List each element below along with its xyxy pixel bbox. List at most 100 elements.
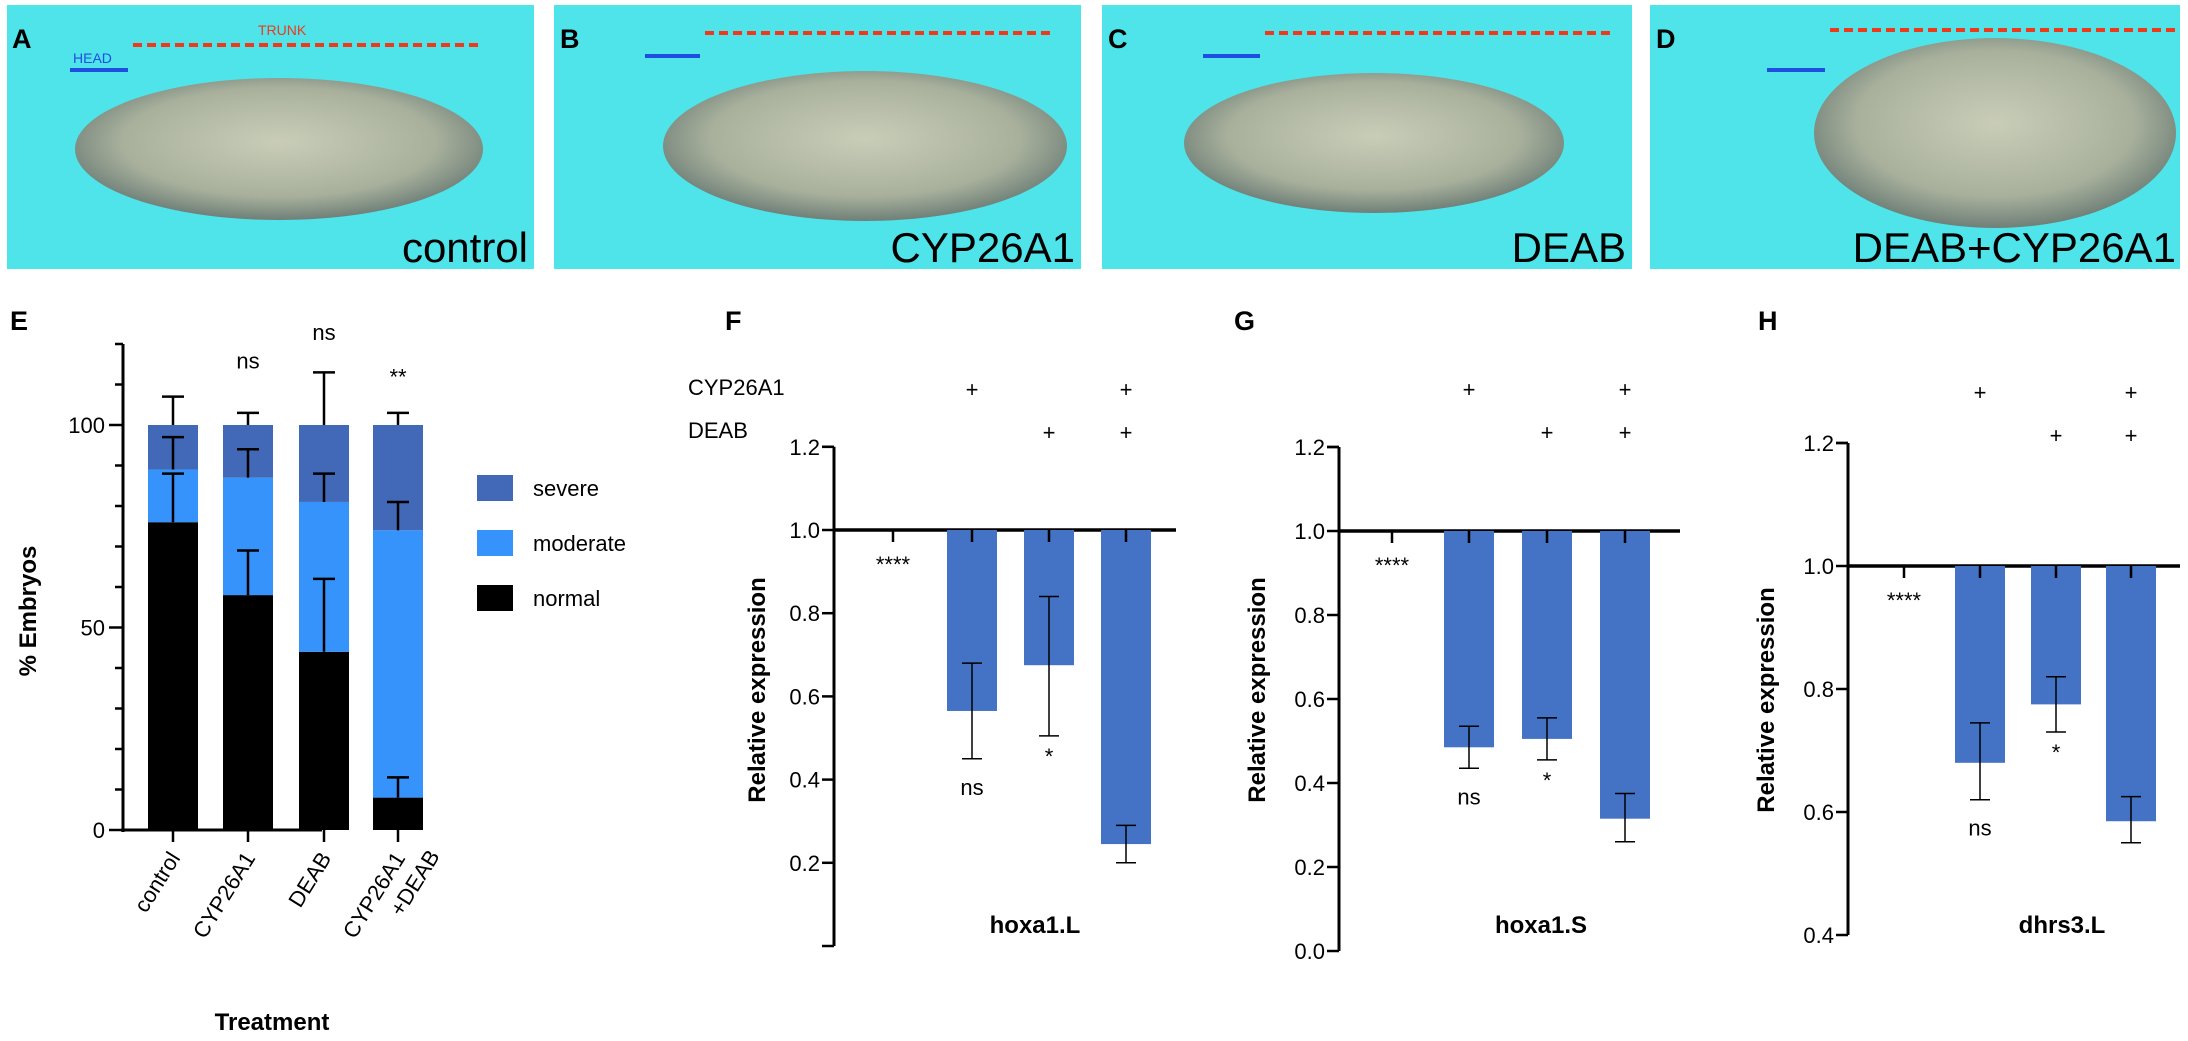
significance-label: **** <box>876 552 911 577</box>
deab-plus: + <box>2050 423 2063 448</box>
significance-label: * <box>1045 744 1054 769</box>
y-tick-label: 0.4 <box>789 768 820 793</box>
panel-letter: B <box>560 24 580 54</box>
panel-letter-f: F <box>725 306 742 336</box>
deab-plus: + <box>1619 420 1632 445</box>
photo-panel-d: D DEAB+CYP26A1 <box>1650 5 2180 271</box>
gene-label: hoxa1.S <box>1495 912 1587 939</box>
bar <box>1522 531 1572 739</box>
significance-label: ns <box>1968 816 1991 841</box>
chart-g: 0.0 0.2 0.4 0.6 0.8 1.0 1.2 **** ns + * + + + hoxa1.S R… <box>1244 377 1680 964</box>
legend-label-moderate: moderate <box>533 531 626 556</box>
gene-label: dhrs3.L <box>2019 912 2106 939</box>
x-tick-label-line: CYP26A1 <box>188 847 260 942</box>
y-tick-label: 0.6 <box>789 684 820 709</box>
panel-letter: A <box>12 24 32 54</box>
y-tick-label: 0 <box>93 818 105 843</box>
x-tick-label: CYP26A1+DEAB <box>338 830 445 957</box>
cyp26a1-plus: + <box>1974 380 1987 405</box>
y-tick-label: 1.0 <box>789 518 820 543</box>
embryo-image <box>1814 38 2176 228</box>
condition-label: DEAB <box>1512 224 1626 271</box>
legend-swatch-normal <box>477 585 513 611</box>
significance-label: ns <box>1457 784 1480 809</box>
panel-letter-e: E <box>10 306 28 336</box>
significance-label: ns <box>236 348 259 373</box>
y-tick-label: 100 <box>68 413 105 438</box>
y-axis-title: Relative expression <box>744 577 771 802</box>
row-label-deab: DEAB <box>688 418 748 443</box>
significance-label: ** <box>389 365 407 390</box>
cyp26a1-plus: + <box>1120 377 1133 402</box>
x-axis-title: Treatment <box>215 1009 330 1036</box>
x-tick-label-line: DEAB <box>283 847 336 911</box>
photo-panel-b: B CYP26A1 <box>554 5 1081 271</box>
y-tick-label: 0.2 <box>789 851 820 876</box>
x-tick-label: control <box>129 847 185 916</box>
panel-letter-g: G <box>1234 306 1255 336</box>
chart-f: 0.2 0.4 0.6 0.8 1.0 1.2 **** ns + * + + + hoxa1.L Rela… <box>688 375 1176 948</box>
significance-label: ns <box>960 775 983 800</box>
chart-h: 0.4 0.6 0.8 1.0 1.2 **** ns + * + + + dhrs3.L Relativ… <box>1753 380 2180 948</box>
cyp26a1-plus: + <box>1463 377 1476 402</box>
condition-label: control <box>402 224 528 271</box>
y-tick-label: 0.6 <box>1803 800 1834 825</box>
cyp26a1-plus: + <box>966 377 979 402</box>
panel-letter-h: H <box>1758 306 1778 336</box>
chart-e: 0 50 100 control ns CYP26A1 ns DEAB ** CYP26A1+DE… <box>15 320 626 1036</box>
legend-label-severe: severe <box>533 476 599 501</box>
y-tick-label: 0.8 <box>789 601 820 626</box>
bar <box>1600 531 1650 819</box>
deab-plus: + <box>1043 420 1056 445</box>
x-tick-label: CYP26A1 <box>188 847 260 942</box>
y-tick-label: 1.2 <box>1294 435 1325 460</box>
significance-label: ns <box>312 320 335 345</box>
y-tick-label: 1.0 <box>1294 519 1325 544</box>
bar-segment-normal <box>148 522 198 830</box>
bar-segment-moderate <box>373 530 423 798</box>
y-axis-title: % Embryos <box>15 546 42 677</box>
y-tick-label: 0.8 <box>1294 603 1325 628</box>
deab-plus: + <box>2125 423 2138 448</box>
embryo-image <box>75 78 483 220</box>
y-tick-label: 0.0 <box>1294 939 1325 964</box>
legend-swatch-moderate <box>477 530 513 556</box>
y-tick-label: 0.4 <box>1294 771 1325 796</box>
y-tick-label: 0.2 <box>1294 855 1325 880</box>
y-tick-label: 1.0 <box>1803 554 1834 579</box>
y-tick-label: 0.6 <box>1294 687 1325 712</box>
panel-letter: C <box>1108 24 1128 54</box>
head-label: HEAD <box>73 50 112 66</box>
significance-label: * <box>1543 768 1552 793</box>
deab-plus: + <box>1541 420 1554 445</box>
embryo-image <box>1184 73 1564 213</box>
condition-label: DEAB+CYP26A1 <box>1853 224 2176 271</box>
condition-label: CYP26A1 <box>891 224 1075 271</box>
y-tick-label: 50 <box>81 616 105 641</box>
y-tick-label: 0.8 <box>1803 677 1834 702</box>
gene-label: hoxa1.L <box>990 912 1081 939</box>
x-tick-label: DEAB <box>283 847 336 911</box>
row-label-cyp26a1: CYP26A1 <box>688 375 785 400</box>
significance-label: **** <box>1375 553 1410 578</box>
deab-plus: + <box>1120 420 1133 445</box>
embryo-image <box>663 71 1067 221</box>
legend-swatch-severe <box>477 475 513 501</box>
bar <box>1101 530 1151 845</box>
bar <box>1444 531 1494 748</box>
y-axis-title: Relative expression <box>1244 577 1271 802</box>
bar-segment-normal <box>373 797 423 830</box>
panel-letter: D <box>1656 24 1676 54</box>
cyp26a1-plus: + <box>1619 377 1632 402</box>
cyp26a1-plus: + <box>2125 380 2138 405</box>
photo-panel-a: HEAD TRUNK A control <box>7 5 534 271</box>
y-axis-title: Relative expression <box>1753 587 1780 812</box>
x-tick-label-line: control <box>129 847 185 916</box>
y-tick-label: 1.2 <box>1803 431 1834 456</box>
y-tick-label: 1.2 <box>789 435 820 460</box>
bar-segment-normal <box>299 651 349 830</box>
significance-label: **** <box>1887 588 1922 613</box>
significance-label: * <box>2052 740 2061 765</box>
trunk-label: TRUNK <box>258 22 307 38</box>
